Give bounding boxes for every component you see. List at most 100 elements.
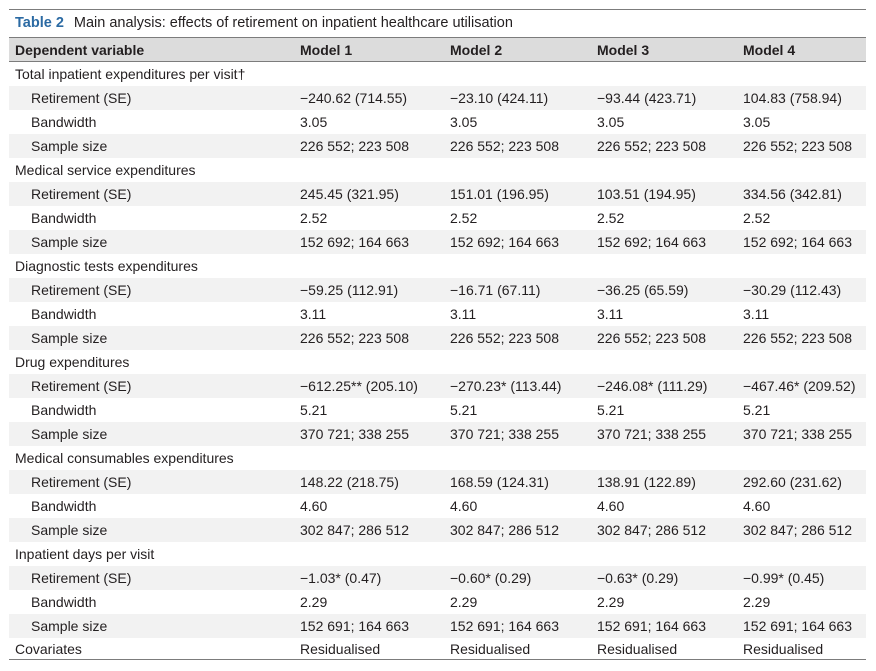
table-row: Sample size 152 691; 164 663 152 691; 164 … [9, 614, 866, 638]
cell-model-1: 2.29 [300, 594, 328, 610]
table-caption: Table 2 Main analysis: effects of retirem… [9, 10, 866, 37]
group-row: Medical consumables expenditures [9, 446, 866, 470]
cell-model-3: 152 692; 164 663 [597, 230, 743, 254]
table-row: Retirement (SE) 148.22 (218.75) 168.59 (12… [9, 470, 866, 494]
cell-model-1: 2.52 [300, 210, 328, 226]
row-label: Bandwidth [31, 498, 97, 514]
cell-model-4: 4.60 [743, 498, 771, 514]
cell-model-2: 226 552; 223 508 [450, 134, 597, 158]
cell-model-1: 5.21 [300, 402, 328, 418]
table-row: Bandwidth 4.60 4.60 4.60 4.60 [9, 494, 866, 518]
cell-model-4: 226 552; 223 508 [743, 134, 866, 158]
row-label: Retirement (SE) [9, 278, 300, 302]
header-row: Dependent variable Model 1 Model 2 Model… [9, 37, 866, 62]
row-label: Bandwidth [31, 210, 97, 226]
cell-model-4: 3.11 [743, 306, 770, 322]
cell-model-3: 226 552; 223 508 [597, 134, 743, 158]
covariates-row: Covariates Residualised Residualised Residu… [9, 638, 866, 660]
cell-model-1: 4.60 [300, 498, 328, 514]
cell-model-4: 2.52 [743, 210, 771, 226]
row-label: Bandwidth [31, 306, 97, 322]
cell-model-4: 292.60 (231.62) [743, 470, 866, 494]
header-model-1: Model 1 [300, 37, 450, 62]
cell-model-3: 152 691; 164 663 [597, 614, 743, 638]
row-label: Retirement (SE) [9, 566, 300, 590]
cell-model-1: −59.25 (112.91) [300, 278, 450, 302]
cell-model-2: −0.60* (0.29) [450, 566, 597, 590]
cell-model-2: −16.71 (67.11) [450, 278, 597, 302]
cell-model-3: 2.52 [597, 210, 625, 226]
cell-model-2: 4.60 [450, 498, 478, 514]
cell-model-3: −36.25 (65.59) [597, 278, 743, 302]
cell-model-3: 5.21 [597, 402, 625, 418]
table-body: Total inpatient expenditures per visit† R… [9, 62, 866, 660]
row-label: Sample size [9, 518, 300, 542]
results-table-container: Table 2 Main analysis: effects of retirem… [9, 9, 866, 660]
cell-model-2: 2.52 [450, 210, 478, 226]
cell-model-3: −93.44 (423.71) [597, 86, 743, 110]
cell-model-3: 2.29 [597, 594, 625, 610]
group-row: Medical service expenditures [9, 158, 866, 182]
table-title: Main analysis: effects of retirement on … [73, 15, 513, 31]
cell-model-2: 152 691; 164 663 [450, 614, 597, 638]
table-row: Bandwidth 3.11 3.11 3.11 3.11 [9, 302, 866, 326]
cell-model-1: 148.22 (218.75) [300, 470, 450, 494]
row-label: Sample size [9, 614, 300, 638]
cell-model-4: 3.05 [743, 114, 771, 130]
cell-model-3: 226 552; 223 508 [597, 326, 743, 350]
covariates-model-4: Residualised [743, 638, 866, 660]
table-row: Retirement (SE) −59.25 (112.91) −16.71 (67… [9, 278, 866, 302]
cell-model-3: 3.05 [597, 114, 625, 130]
cell-model-1: 226 552; 223 508 [300, 326, 450, 350]
table-row: Bandwidth 3.05 3.05 3.05 3.05 [9, 110, 866, 134]
row-label: Sample size [9, 422, 300, 446]
covariates-model-2: Residualised [450, 638, 597, 660]
table-number: Table 2 [15, 15, 64, 31]
cell-model-4: −467.46* (209.52) [743, 374, 866, 398]
cell-model-3: −0.63* (0.29) [597, 566, 743, 590]
cell-model-2: 226 552; 223 508 [450, 326, 597, 350]
row-label: Retirement (SE) [9, 182, 300, 206]
cell-model-1: −240.62 (714.55) [300, 86, 450, 110]
table-row: Retirement (SE) −612.25** (205.10) −270.23… [9, 374, 866, 398]
cell-model-3: −246.08* (111.29) [597, 374, 743, 398]
cell-model-1: 226 552; 223 508 [300, 134, 450, 158]
table-row: Sample size 226 552; 223 508 226 552; 223 … [9, 134, 866, 158]
group-row: Total inpatient expenditures per visit† [9, 62, 866, 87]
table-row: Retirement (SE) −1.03* (0.47) −0.60* (0.29… [9, 566, 866, 590]
cell-model-1: 370 721; 338 255 [300, 422, 450, 446]
cell-model-1: 152 691; 164 663 [300, 614, 450, 638]
table-row: Bandwidth 5.21 5.21 5.21 5.21 [9, 398, 866, 422]
group-title: Medical service expenditures [15, 162, 196, 178]
cell-model-2: −270.23* (113.44) [450, 374, 597, 398]
header-model-2: Model 2 [450, 37, 597, 62]
group-title: Total inpatient expenditures per visit† [15, 66, 246, 82]
row-label: Sample size [9, 326, 300, 350]
cell-model-4: 370 721; 338 255 [743, 422, 866, 446]
group-row: Diagnostic tests expenditures [9, 254, 866, 278]
cell-model-4: 5.21 [743, 402, 771, 418]
cell-model-1: 245.45 (321.95) [300, 182, 450, 206]
cell-model-3: 302 847; 286 512 [597, 518, 743, 542]
group-title: Diagnostic tests expenditures [15, 258, 198, 274]
cell-model-3: 103.51 (194.95) [597, 182, 743, 206]
row-label: Retirement (SE) [9, 374, 300, 398]
row-label: Sample size [9, 134, 300, 158]
group-title: Inpatient days per visit [15, 546, 155, 562]
cell-model-4: −0.99* (0.45) [743, 566, 866, 590]
covariates-model-1: Residualised [300, 638, 450, 660]
row-label: Retirement (SE) [9, 470, 300, 494]
cell-model-3: 138.91 (122.89) [597, 470, 743, 494]
row-label: Sample size [9, 230, 300, 254]
table-row: Sample size 302 847; 286 512 302 847; 286 … [9, 518, 866, 542]
row-label: Bandwidth [31, 594, 97, 610]
group-title: Drug expenditures [15, 354, 130, 370]
cell-model-3: 370 721; 338 255 [597, 422, 743, 446]
table-row: Sample size 370 721; 338 255 370 721; 338 … [9, 422, 866, 446]
table-row: Bandwidth 2.52 2.52 2.52 2.52 [9, 206, 866, 230]
cell-model-1: 152 692; 164 663 [300, 230, 450, 254]
table-row: Retirement (SE) 245.45 (321.95) 151.01 (19… [9, 182, 866, 206]
cell-model-2: 370 721; 338 255 [450, 422, 597, 446]
cell-model-2: 5.21 [450, 402, 478, 418]
cell-model-2: 151.01 (196.95) [450, 182, 597, 206]
